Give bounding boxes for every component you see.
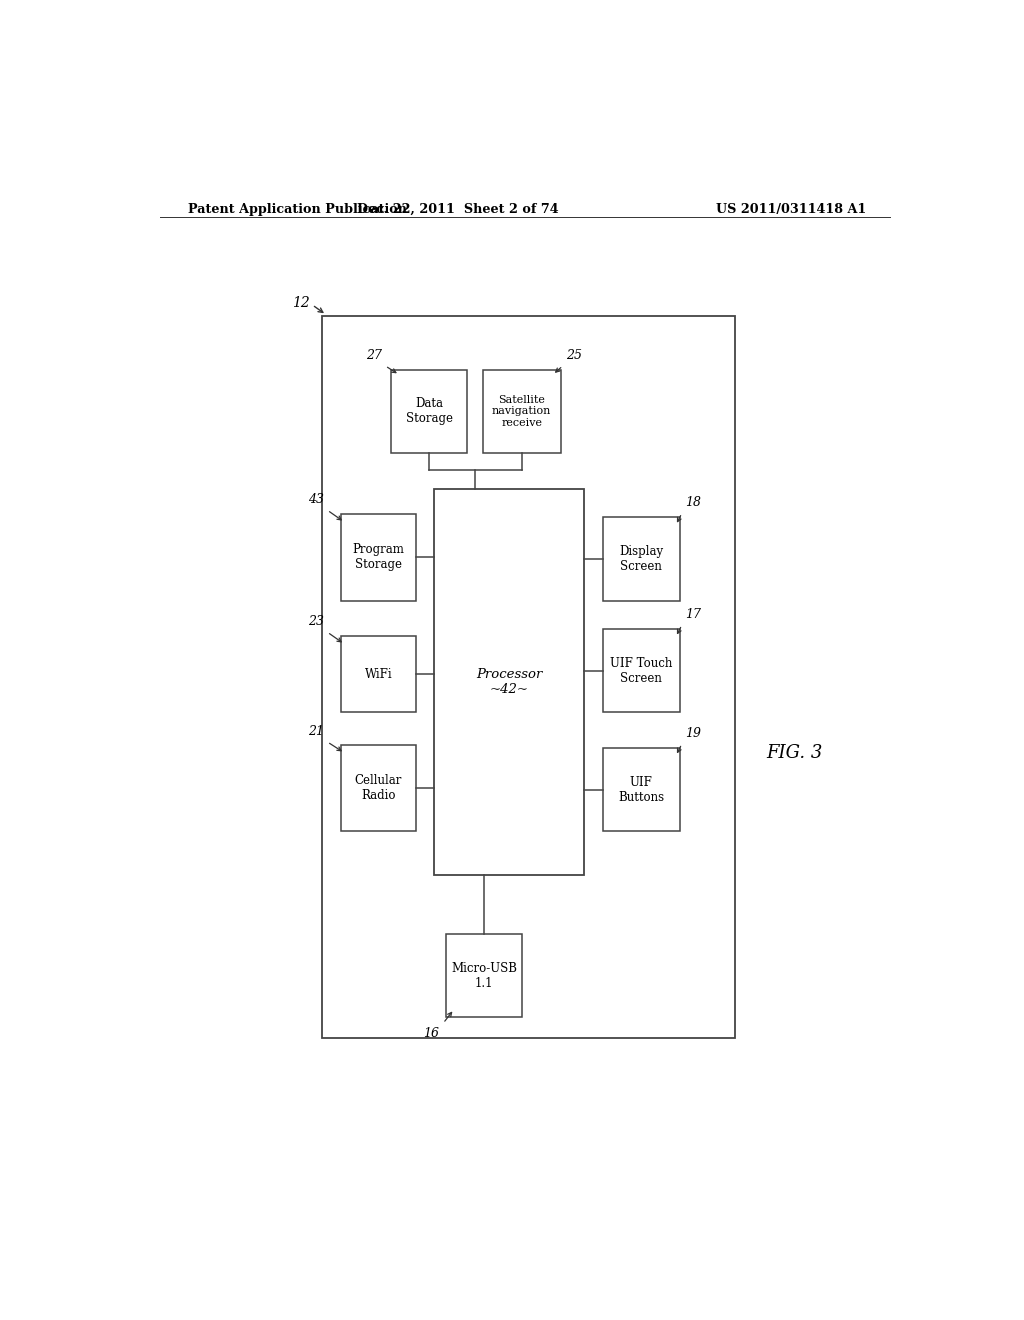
- Bar: [602, 517, 680, 601]
- Text: 21: 21: [308, 725, 324, 738]
- Bar: [341, 744, 416, 832]
- Text: 17: 17: [685, 609, 701, 620]
- Text: WiFi: WiFi: [365, 668, 392, 681]
- Text: 25: 25: [566, 348, 582, 362]
- Text: US 2011/0311418 A1: US 2011/0311418 A1: [716, 203, 866, 216]
- Bar: [341, 515, 416, 601]
- Text: 19: 19: [685, 727, 701, 739]
- Text: Micro-USB
1.1: Micro-USB 1.1: [451, 961, 517, 990]
- Text: Satellite
navigation
receive: Satellite navigation receive: [492, 395, 551, 428]
- Bar: [482, 370, 560, 453]
- Text: UIF
Buttons: UIF Buttons: [618, 776, 665, 804]
- Text: 18: 18: [685, 496, 701, 510]
- Text: 43: 43: [308, 492, 324, 506]
- Bar: [341, 636, 416, 713]
- Text: Patent Application Publication: Patent Application Publication: [187, 203, 407, 216]
- Text: 27: 27: [366, 348, 382, 362]
- Text: 16: 16: [423, 1027, 439, 1040]
- Bar: [391, 370, 467, 453]
- Text: FIG. 3: FIG. 3: [766, 744, 823, 762]
- Text: Data
Storage: Data Storage: [406, 397, 453, 425]
- Text: UIF Touch
Screen: UIF Touch Screen: [610, 656, 672, 685]
- Text: Processor
~42~: Processor ~42~: [476, 668, 542, 696]
- Bar: [446, 935, 521, 1018]
- Bar: [433, 488, 585, 875]
- Text: 23: 23: [308, 615, 324, 628]
- Text: Display
Screen: Display Screen: [618, 545, 664, 573]
- Bar: [323, 315, 735, 1038]
- Text: Program
Storage: Program Storage: [352, 544, 404, 572]
- Bar: [602, 748, 680, 832]
- Bar: [602, 630, 680, 713]
- Text: 12: 12: [292, 296, 310, 310]
- Text: Dec. 22, 2011  Sheet 2 of 74: Dec. 22, 2011 Sheet 2 of 74: [356, 203, 558, 216]
- Text: Cellular
Radio: Cellular Radio: [354, 774, 402, 803]
